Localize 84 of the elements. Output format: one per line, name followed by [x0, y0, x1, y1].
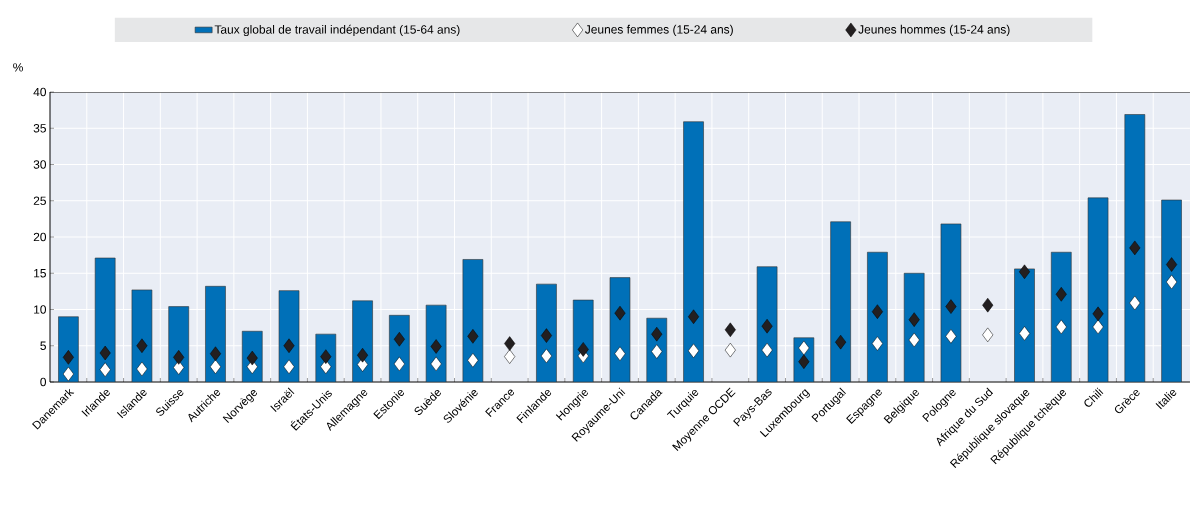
point	[430, 356, 442, 372]
point	[357, 347, 369, 363]
bar	[940, 223, 962, 382]
y-tick-label: 40	[33, 87, 47, 97]
x-tick-label: Italie	[1155, 389, 1177, 410]
point	[99, 345, 111, 361]
bar	[536, 283, 557, 382]
y-axis-title: %	[13, 63, 23, 72]
point	[1092, 306, 1104, 322]
point	[908, 312, 920, 327]
point	[1055, 287, 1067, 302]
bar	[1124, 114, 1146, 382]
point	[467, 353, 479, 368]
bar	[94, 257, 116, 382]
point	[835, 334, 847, 350]
bar	[683, 121, 704, 382]
point	[467, 329, 479, 344]
point	[761, 318, 773, 334]
point	[1166, 257, 1178, 272]
y-tick-label: 25	[33, 196, 46, 205]
point	[283, 359, 295, 375]
point	[1166, 274, 1178, 290]
point	[688, 309, 700, 324]
y-tick-label: 35	[33, 124, 46, 133]
y-tick-label: 30	[33, 160, 47, 169]
point	[908, 332, 920, 348]
point	[173, 350, 185, 365]
point	[614, 346, 626, 361]
point	[614, 305, 626, 321]
bar	[1087, 197, 1109, 382]
point	[982, 297, 994, 313]
point	[945, 329, 957, 344]
point	[136, 338, 148, 353]
point	[761, 342, 773, 358]
point	[724, 342, 736, 358]
point	[798, 340, 810, 356]
legend-label: Taux global de travail indépendant (15-64 ans)	[214, 24, 460, 37]
bar	[572, 299, 594, 382]
y-tick-label: 0	[40, 377, 47, 387]
point	[688, 343, 700, 359]
point	[62, 366, 74, 382]
y-tick-label: 10	[34, 305, 47, 314]
y-tick-label: 20	[33, 232, 47, 242]
bar	[830, 221, 851, 382]
point	[99, 362, 111, 377]
point	[651, 344, 663, 359]
y-tick-label: 15	[34, 269, 46, 278]
point	[540, 328, 552, 343]
point	[982, 327, 994, 343]
point	[651, 326, 663, 342]
bar	[1050, 251, 1072, 382]
point	[871, 336, 883, 351]
point	[209, 346, 221, 361]
point	[1129, 240, 1141, 256]
point	[1092, 319, 1104, 335]
point	[1129, 295, 1141, 311]
bar	[278, 290, 300, 382]
point	[1055, 319, 1067, 335]
bar	[609, 277, 631, 382]
bar	[1014, 268, 1035, 382]
bar	[1161, 199, 1182, 382]
point	[504, 336, 516, 351]
y-tick-label: 5	[40, 341, 46, 350]
point	[283, 338, 295, 353]
bar	[867, 251, 888, 382]
point	[1019, 326, 1030, 341]
point	[540, 348, 552, 364]
bar	[903, 272, 925, 382]
point	[577, 342, 589, 357]
point	[393, 356, 405, 372]
point	[871, 304, 883, 319]
bar	[756, 266, 778, 382]
legend-label: Jeunes hommes (15-24 ans)	[858, 24, 1010, 36]
point	[393, 331, 405, 347]
point	[724, 322, 736, 338]
point	[504, 349, 516, 364]
legend-label: Jeunes femmes (15-24 ans)	[585, 24, 733, 36]
bar	[205, 286, 226, 382]
point	[945, 299, 957, 314]
point	[209, 359, 221, 375]
point	[430, 339, 442, 354]
bar	[462, 259, 484, 382]
point	[136, 361, 148, 377]
point	[62, 350, 74, 365]
